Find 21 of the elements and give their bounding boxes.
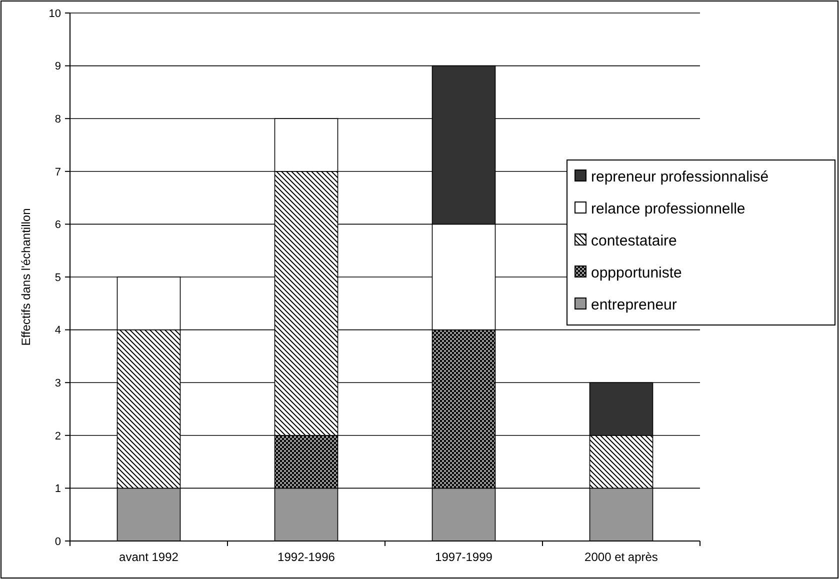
legend-label: oppportuniste [591, 264, 682, 282]
legend-label: repreneur professionnalisé [591, 168, 769, 186]
y-tick-label: 9 [54, 60, 61, 73]
legend-label: entrepreneur [591, 296, 677, 314]
y-tick-label: 6 [54, 219, 61, 232]
y-tick-label: 4 [54, 324, 61, 337]
y-tick-label: 7 [54, 166, 61, 178]
y-tick-label: 1 [54, 483, 61, 496]
y-tick-label: 0 [54, 536, 61, 548]
y-tick-label: 8 [54, 113, 61, 126]
x-tick-label: 2000 et après [584, 550, 658, 564]
y-tick-label: 2 [54, 430, 61, 442]
x-tick-label: avant 1992 [119, 550, 179, 564]
legend-label: relance professionnelle [591, 200, 746, 218]
x-tick-label: 1992-1996 [278, 550, 336, 564]
legend-label: contestataire [591, 232, 677, 250]
y-tick-label: 5 [54, 272, 61, 284]
y-axis-title: Effectifs dans l'échantillon [19, 208, 33, 346]
y-tick-label: 10 [48, 8, 61, 20]
y-tick-label: 3 [54, 377, 61, 390]
x-tick-label: 1997-1999 [435, 550, 493, 564]
